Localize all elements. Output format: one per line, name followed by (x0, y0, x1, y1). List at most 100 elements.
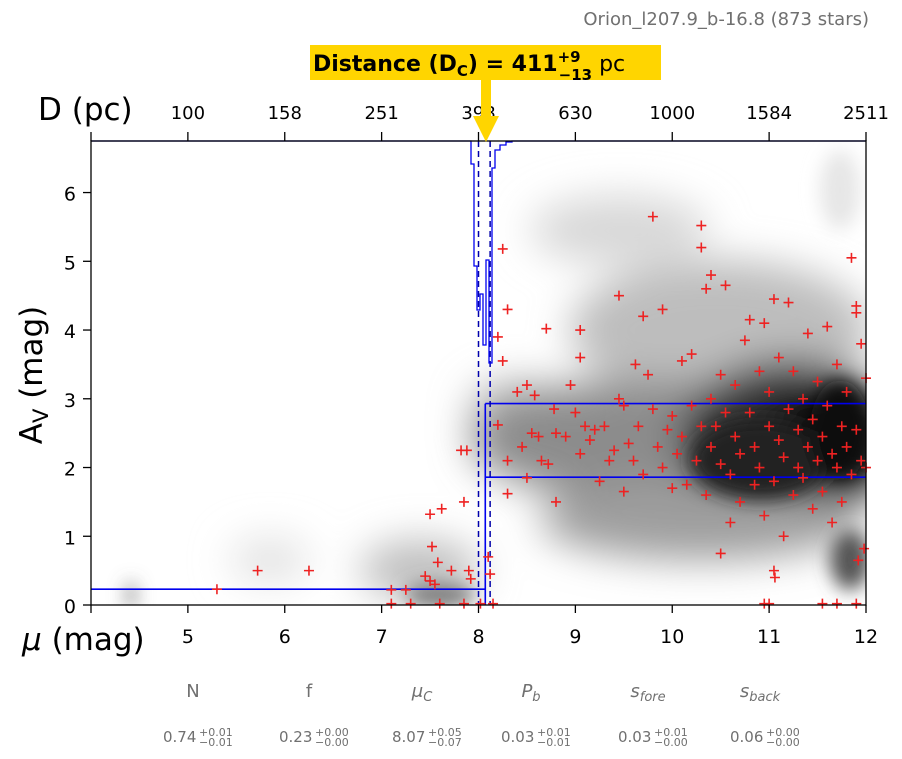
star-point (647, 404, 658, 415)
fit-parameter-name: N (186, 681, 199, 702)
star-point (405, 598, 416, 609)
star-point (720, 407, 731, 418)
star-point (676, 431, 687, 442)
distance-annotation: Distance (DC) = 411+9 −13 pc (310, 45, 661, 142)
star-point (584, 435, 595, 446)
star-point (744, 407, 755, 418)
star-point (652, 441, 663, 452)
top-x-axis-label: D (pc) (38, 92, 133, 128)
star-point (526, 428, 537, 439)
top-tick-label: 1000 (649, 103, 695, 124)
star-point (715, 548, 726, 559)
star-point (429, 579, 440, 590)
star-point (485, 569, 496, 580)
star-point (769, 572, 780, 583)
star-point (551, 496, 561, 507)
x-tick-label: 5 (182, 626, 194, 648)
star-points (211, 211, 871, 609)
star-point (560, 431, 571, 442)
star-point (710, 421, 721, 432)
star-point (492, 419, 503, 430)
star-point (701, 283, 712, 294)
distance-arrow-head (473, 116, 499, 142)
star-point (768, 565, 779, 576)
star-point (793, 462, 804, 473)
star-point (434, 598, 445, 609)
fit-parameter-name: Pb (521, 681, 540, 705)
star-point (488, 598, 499, 609)
star-point (764, 421, 775, 432)
x-tick-label: 8 (472, 626, 484, 648)
star-point (730, 431, 741, 442)
star-point (783, 404, 794, 415)
star-point (802, 441, 813, 452)
star-point (667, 483, 678, 494)
star-point (706, 441, 716, 452)
star-point (589, 424, 600, 435)
star-point (521, 472, 532, 483)
star-point (706, 393, 716, 404)
star-point (788, 366, 799, 377)
x-tick-label: 6 (279, 626, 291, 648)
star-point (739, 335, 750, 346)
star-point (475, 598, 486, 609)
star-point (725, 469, 736, 480)
star-point (529, 390, 540, 401)
star-point (831, 359, 842, 370)
star-point (662, 424, 673, 435)
x-tick-label: 11 (757, 626, 781, 648)
star-point (859, 543, 870, 554)
star-point (812, 455, 823, 466)
star-point (570, 407, 581, 418)
star-point (517, 441, 528, 452)
y-tick-label: 0 (64, 596, 76, 618)
star-point (492, 331, 503, 342)
x-tick-label: 10 (660, 626, 684, 648)
top-tick-label: 630 (558, 103, 592, 124)
star-point (427, 541, 437, 552)
fit-parameter-minus: −0.01 (199, 736, 233, 749)
star-point (618, 400, 629, 411)
top-tick-label: 1584 (746, 103, 792, 124)
fit-parameter-plus: +0.01 (199, 726, 233, 739)
star-point (303, 565, 314, 576)
star-point (778, 531, 789, 542)
star-point (720, 280, 731, 291)
star-point (735, 448, 746, 459)
star-point (613, 290, 624, 301)
star-point (696, 220, 707, 231)
star-point (749, 479, 760, 490)
star-point (701, 490, 712, 501)
star-point (759, 510, 770, 521)
top-tick-label: 100 (171, 103, 205, 124)
star-point (686, 349, 697, 360)
star-point (425, 509, 436, 520)
star-point (793, 424, 804, 435)
star-point (807, 414, 818, 425)
star-point (211, 584, 222, 595)
star-point (851, 424, 862, 435)
fit-parameter-plus: +0.01 (537, 726, 571, 739)
star-point (647, 211, 658, 222)
star-point (483, 551, 494, 562)
star-point (812, 376, 823, 387)
x-axis-label: μ (mag) (21, 622, 145, 658)
fit-parameter-value: 0.23 (279, 728, 312, 746)
star-point (458, 496, 469, 507)
star-point (681, 479, 692, 490)
fit-parameter-plus: +0.00 (315, 726, 349, 739)
star-point (667, 410, 678, 421)
y-axis-label-unit: (mag) (14, 306, 50, 409)
y-tick-label: 2 (64, 459, 76, 481)
star-point (744, 314, 755, 325)
star-point (836, 421, 847, 432)
star-point (759, 318, 770, 329)
star-point (551, 428, 561, 439)
star-point (575, 352, 586, 363)
density-map (127, 150, 866, 605)
y-axis-label: AV (mag) (14, 306, 53, 445)
star-point (759, 598, 770, 609)
star-point (822, 321, 833, 332)
star-point (706, 270, 716, 281)
